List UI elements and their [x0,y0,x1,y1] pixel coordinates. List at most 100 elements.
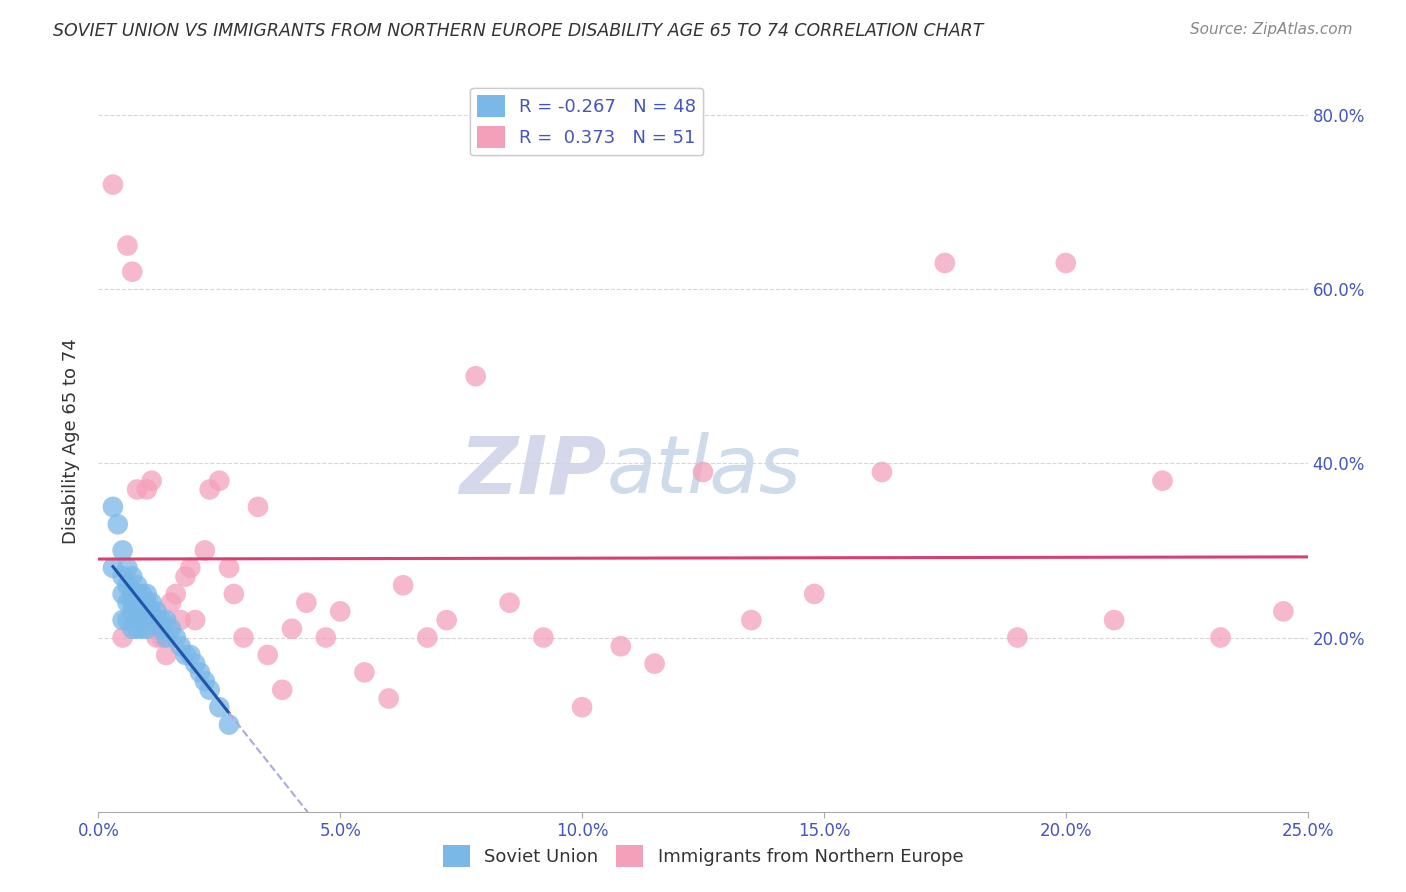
Point [169,639,191,653]
Point [870,465,893,479]
Point [184,613,207,627]
Point [121,569,143,583]
Point [101,561,124,575]
Point [127,622,149,636]
Point [256,648,278,662]
Point [436,613,458,627]
Point [117,238,139,252]
Point [531,631,554,645]
Point [131,596,153,610]
Point [934,256,956,270]
Point [165,631,187,645]
Point [1272,604,1295,618]
Point [155,648,177,662]
Point [610,639,633,653]
Point [271,682,294,697]
Point [127,587,149,601]
Point [117,613,139,627]
Text: atlas: atlas [606,432,801,510]
Point [135,587,157,601]
Point [295,596,318,610]
Text: ZIP: ZIP [458,432,606,510]
Point [184,657,207,671]
Point [644,657,666,671]
Point [198,483,221,497]
Point [247,500,270,514]
Point [127,604,149,618]
Point [315,631,337,645]
Point [131,587,153,601]
Point [740,613,762,627]
Point [1152,474,1174,488]
Point [150,622,173,636]
Point [111,613,134,627]
Point [222,587,245,601]
Point [117,596,139,610]
Point [135,483,157,497]
Point [121,596,143,610]
Point [179,561,201,575]
Point [198,682,221,697]
Point [111,587,134,601]
Point [145,631,167,645]
Point [377,691,399,706]
Point [194,543,217,558]
Point [232,631,254,645]
Point [218,561,240,575]
Point [145,604,167,618]
Point [329,604,352,618]
Point [498,596,520,610]
Point [392,578,415,592]
Point [131,622,153,636]
Point [121,265,143,279]
Point [117,561,139,575]
Point [127,483,149,497]
Point [281,622,304,636]
Point [208,700,231,714]
Point [111,543,134,558]
Legend: R = -0.267   N = 48, R =  0.373   N = 51: R = -0.267 N = 48, R = 0.373 N = 51 [470,87,703,155]
Point [150,613,173,627]
Point [121,604,143,618]
Point [208,474,231,488]
Point [111,631,134,645]
Point [141,596,163,610]
Point [1007,631,1029,645]
Point [188,665,211,680]
Point [464,369,486,384]
Point [121,587,143,601]
Point [135,622,157,636]
Point [218,717,240,731]
Point [160,596,183,610]
Point [160,622,183,636]
Point [353,665,375,680]
Point [101,178,124,192]
Point [1102,613,1125,627]
Point [131,604,153,618]
Point [174,569,197,583]
Legend: Soviet Union, Immigrants from Northern Europe: Soviet Union, Immigrants from Northern E… [436,838,970,874]
Text: SOVIET UNION VS IMMIGRANTS FROM NORTHERN EUROPE DISABILITY AGE 65 TO 74 CORRELAT: SOVIET UNION VS IMMIGRANTS FROM NORTHERN… [53,22,984,40]
Point [155,631,177,645]
Point [416,631,439,645]
Point [141,604,163,618]
Point [135,604,157,618]
Point [150,631,173,645]
Point [117,578,139,592]
Point [803,587,825,601]
Point [127,578,149,592]
Point [107,517,129,532]
Point [121,622,143,636]
Point [194,674,217,689]
Point [692,465,714,479]
Point [571,700,593,714]
Point [141,474,163,488]
Point [111,569,134,583]
Point [135,596,157,610]
Point [1054,256,1077,270]
Point [165,587,187,601]
Point [174,648,197,662]
Point [155,613,177,627]
Point [179,648,201,662]
Point [169,613,191,627]
